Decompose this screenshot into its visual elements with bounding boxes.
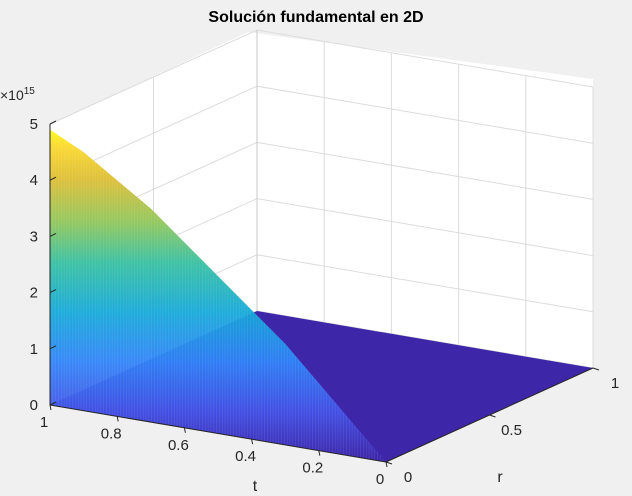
z-tick-label: 1	[30, 341, 38, 358]
t-tick-label: 0.4	[235, 448, 256, 465]
z-tick-label: 0	[30, 397, 38, 414]
t-tick-mark	[49, 404, 52, 411]
t-tick-mark	[385, 461, 388, 468]
r-tick-label: 1	[611, 375, 619, 392]
surface-ridge	[50, 129, 386, 462]
t-tick-mark	[251, 439, 254, 445]
chart-title: Solución fundamental en 2D	[208, 9, 423, 26]
t-tick-label: 1	[40, 414, 48, 431]
r-tick-label: 0	[404, 469, 412, 486]
surface	[49, 129, 593, 462]
t-tick-label: 0.2	[302, 460, 323, 477]
t-axis-line	[49, 404, 387, 463]
z-tick-mark	[49, 120, 57, 125]
z-tick-mark	[49, 345, 57, 350]
z-tick-mark	[49, 176, 57, 181]
t-tick-mark	[183, 427, 186, 433]
z-tick-label: 5	[30, 116, 38, 133]
z-exponent-label: ×1015	[0, 86, 35, 103]
z-tick-mark	[49, 232, 57, 237]
r-tick-mark	[385, 461, 393, 465]
z-tick-label: 2	[30, 285, 38, 302]
r-tick-mark	[592, 367, 600, 371]
z-tick-mark	[49, 289, 57, 294]
t-tick-mark	[116, 416, 119, 422]
z-exponent-base: ×10	[0, 87, 24, 103]
z-tick-label: 3	[30, 228, 38, 245]
z-tick-mark	[49, 401, 57, 406]
t-tick-label: 0.8	[101, 425, 122, 442]
t-tick-label: 0	[376, 471, 384, 488]
z-exponent-power: 15	[24, 86, 36, 97]
t-tick-label: 0.6	[168, 437, 189, 454]
y-axis-label: r	[497, 469, 503, 486]
axes	[49, 120, 600, 468]
x-axis-label: t	[253, 478, 258, 495]
r-tick-mark	[489, 414, 496, 418]
r-tick-label: 0.5	[501, 422, 522, 439]
z-tick-label: 4	[30, 172, 38, 189]
t-tick-mark	[318, 450, 321, 456]
